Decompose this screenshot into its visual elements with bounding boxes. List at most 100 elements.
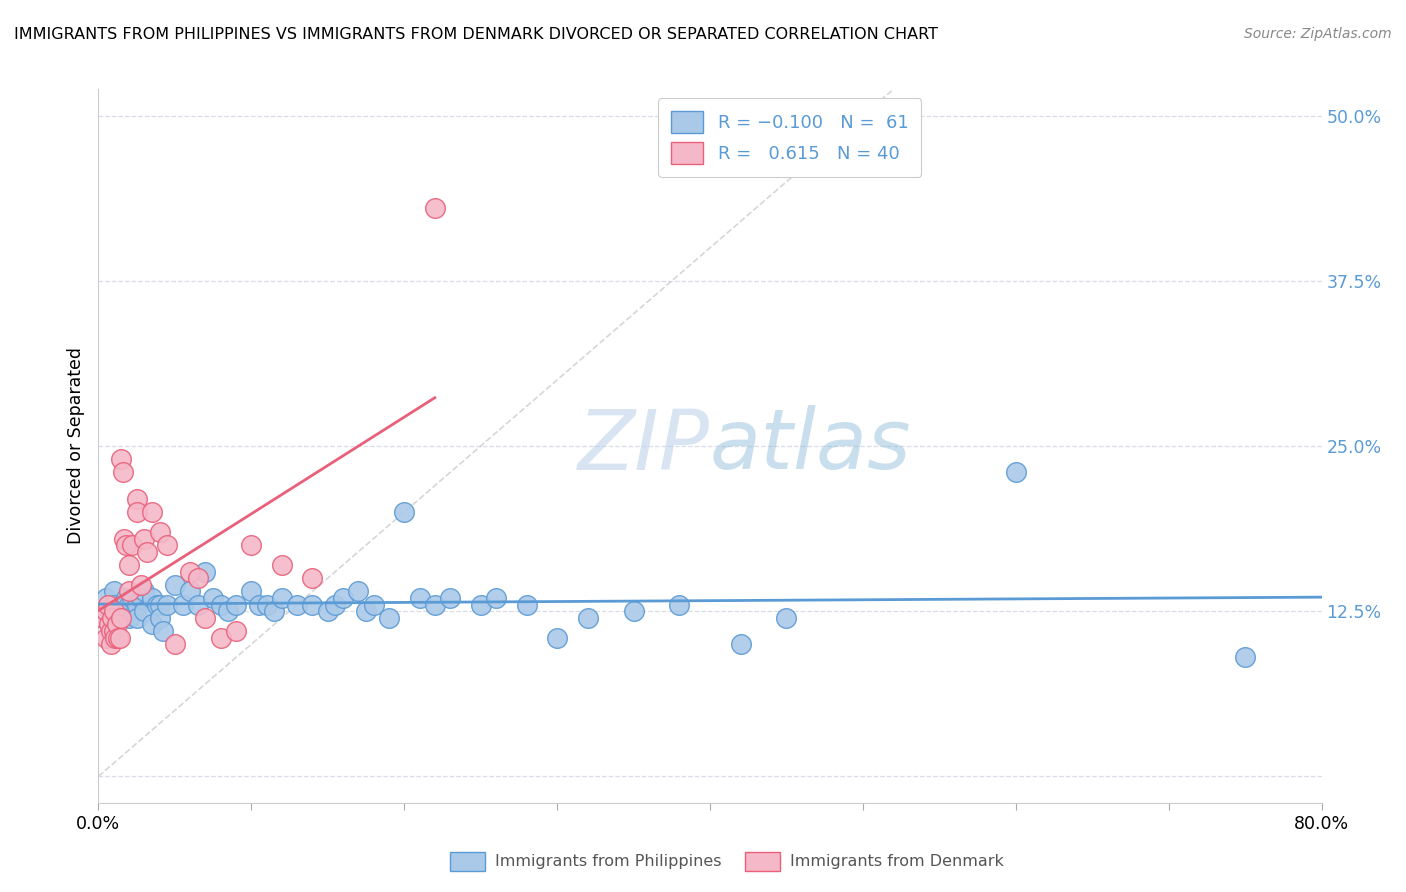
Point bbox=[141, 505, 163, 519]
Point bbox=[125, 491, 148, 506]
Point bbox=[118, 584, 141, 599]
Point bbox=[110, 452, 132, 467]
Point bbox=[107, 631, 129, 645]
Point bbox=[179, 584, 201, 599]
Point bbox=[217, 604, 239, 618]
Point bbox=[225, 624, 247, 638]
Point bbox=[378, 611, 401, 625]
Point bbox=[576, 611, 599, 625]
Text: IMMIGRANTS FROM PHILIPPINES VS IMMIGRANTS FROM DENMARK DIVORCED OR SEPARATED COR: IMMIGRANTS FROM PHILIPPINES VS IMMIGRANT… bbox=[14, 27, 938, 42]
Point bbox=[94, 604, 117, 618]
Point bbox=[149, 598, 172, 612]
Point bbox=[97, 598, 120, 612]
Point bbox=[100, 604, 122, 618]
Point bbox=[316, 604, 339, 618]
Point bbox=[485, 591, 508, 605]
Point bbox=[141, 617, 163, 632]
Point bbox=[240, 538, 263, 552]
Y-axis label: Divorced or Separated: Divorced or Separated bbox=[67, 348, 86, 544]
Legend: R = −0.100   N =  61, R =   0.615   N = 40: R = −0.100 N = 61, R = 0.615 N = 40 bbox=[658, 98, 921, 177]
Point bbox=[134, 584, 156, 599]
Point bbox=[470, 598, 492, 612]
Point bbox=[668, 598, 690, 612]
Point bbox=[730, 637, 752, 651]
Point bbox=[100, 624, 122, 638]
Point bbox=[194, 611, 217, 625]
Point bbox=[121, 591, 143, 605]
Point bbox=[285, 598, 308, 612]
Point bbox=[110, 611, 132, 625]
Point bbox=[363, 598, 385, 612]
Point bbox=[118, 598, 141, 612]
Point bbox=[623, 604, 645, 618]
Point bbox=[408, 591, 430, 605]
Point bbox=[546, 631, 568, 645]
Point bbox=[105, 617, 128, 632]
Text: Immigrants from Denmark: Immigrants from Denmark bbox=[790, 855, 1004, 869]
Text: ZIP: ZIP bbox=[578, 406, 710, 486]
Point bbox=[103, 584, 125, 599]
Point bbox=[91, 611, 114, 625]
Point bbox=[423, 201, 446, 215]
Point bbox=[347, 584, 370, 599]
Point bbox=[392, 505, 416, 519]
Point bbox=[134, 532, 156, 546]
Point bbox=[263, 604, 285, 618]
Point bbox=[187, 571, 209, 585]
Point bbox=[145, 598, 167, 612]
Point bbox=[156, 598, 179, 612]
Text: Immigrants from Philippines: Immigrants from Philippines bbox=[495, 855, 721, 869]
Point bbox=[125, 505, 148, 519]
Point bbox=[301, 571, 323, 585]
Point bbox=[179, 565, 201, 579]
Point bbox=[104, 631, 127, 645]
Point bbox=[101, 611, 124, 625]
Point bbox=[103, 604, 125, 618]
Point bbox=[187, 598, 209, 612]
Point bbox=[136, 545, 159, 559]
Point bbox=[111, 466, 134, 480]
Point bbox=[98, 617, 121, 632]
Point bbox=[1004, 466, 1026, 480]
Point bbox=[100, 637, 122, 651]
Point bbox=[172, 598, 194, 612]
Point bbox=[149, 524, 172, 539]
Point bbox=[325, 598, 347, 612]
Point bbox=[149, 611, 172, 625]
Point bbox=[1234, 650, 1257, 665]
Point bbox=[134, 604, 156, 618]
Point bbox=[194, 565, 217, 579]
Point bbox=[94, 591, 117, 605]
Point bbox=[118, 611, 141, 625]
Point bbox=[115, 591, 138, 605]
Point bbox=[110, 611, 132, 625]
Point bbox=[163, 578, 186, 592]
Point bbox=[110, 598, 132, 612]
Point bbox=[423, 598, 446, 612]
Point bbox=[141, 591, 163, 605]
Point bbox=[240, 584, 263, 599]
Point bbox=[129, 591, 152, 605]
Point bbox=[301, 598, 323, 612]
Point bbox=[156, 538, 179, 552]
Point bbox=[225, 598, 247, 612]
Point bbox=[118, 558, 141, 572]
Point bbox=[103, 598, 125, 612]
Point bbox=[332, 591, 354, 605]
Point bbox=[129, 578, 152, 592]
Text: atlas: atlas bbox=[710, 406, 911, 486]
Point bbox=[256, 598, 278, 612]
Point bbox=[516, 598, 538, 612]
Point bbox=[209, 631, 232, 645]
Point bbox=[247, 598, 270, 612]
Point bbox=[202, 591, 225, 605]
Point bbox=[125, 598, 148, 612]
Point bbox=[115, 538, 138, 552]
Point bbox=[439, 591, 461, 605]
Point bbox=[270, 591, 292, 605]
Point bbox=[775, 611, 797, 625]
Text: Source: ZipAtlas.com: Source: ZipAtlas.com bbox=[1244, 27, 1392, 41]
Point bbox=[125, 611, 148, 625]
Point bbox=[112, 532, 135, 546]
Point bbox=[103, 624, 125, 638]
